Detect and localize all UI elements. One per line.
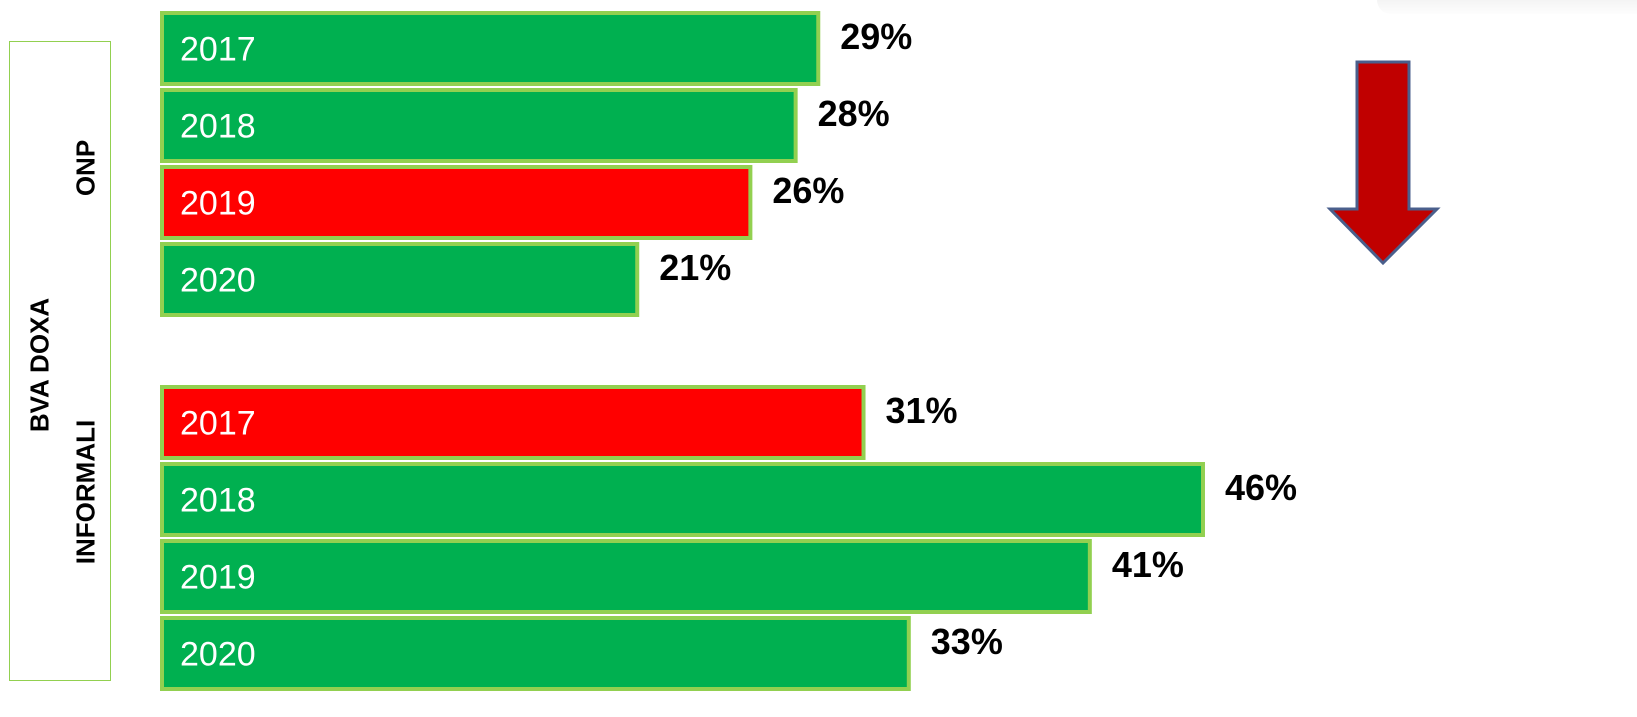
bar-onp-2020 <box>160 242 640 317</box>
bar-informali-2018 <box>160 462 1205 537</box>
bar-category-label: 2019 <box>180 185 256 223</box>
bars-layer: 2017 29% 2018 28% 2019 26% 2020 21% 2017 31% 2018 4… <box>160 11 1297 691</box>
bar-category-label: 2020 <box>180 262 256 300</box>
bar-category-label: 2019 <box>180 559 256 597</box>
bar-value-label: 31% <box>886 390 958 431</box>
trend-arrow-layer <box>1326 60 1441 266</box>
bar-onp-2017 <box>160 11 821 86</box>
bar-informali-2020 <box>160 616 911 691</box>
bar-value-label: 33% <box>931 621 1003 662</box>
bar-onp-2019 <box>160 165 753 240</box>
bar-value-label: 46% <box>1225 467 1297 508</box>
bar-value-label: 41% <box>1112 544 1184 585</box>
bar-category-label: 2017 <box>180 405 256 443</box>
bar-value-label: 28% <box>818 93 890 134</box>
bar-value-label: 21% <box>659 247 731 288</box>
bar-informali-2017 <box>160 385 866 460</box>
side-label-box <box>9 41 111 681</box>
bar-value-label: 29% <box>840 16 912 57</box>
bar-category-label: 2017 <box>180 31 256 69</box>
bar-category-label: 2020 <box>180 636 256 674</box>
bar-value-label: 26% <box>772 170 844 211</box>
bar-onp-2018 <box>160 88 798 163</box>
bar-category-label: 2018 <box>180 482 256 520</box>
bar-category-label: 2018 <box>180 108 256 146</box>
bar-informali-2019 <box>160 539 1092 614</box>
corner-shadow <box>1377 0 1637 14</box>
down-arrow-icon <box>1326 60 1441 266</box>
